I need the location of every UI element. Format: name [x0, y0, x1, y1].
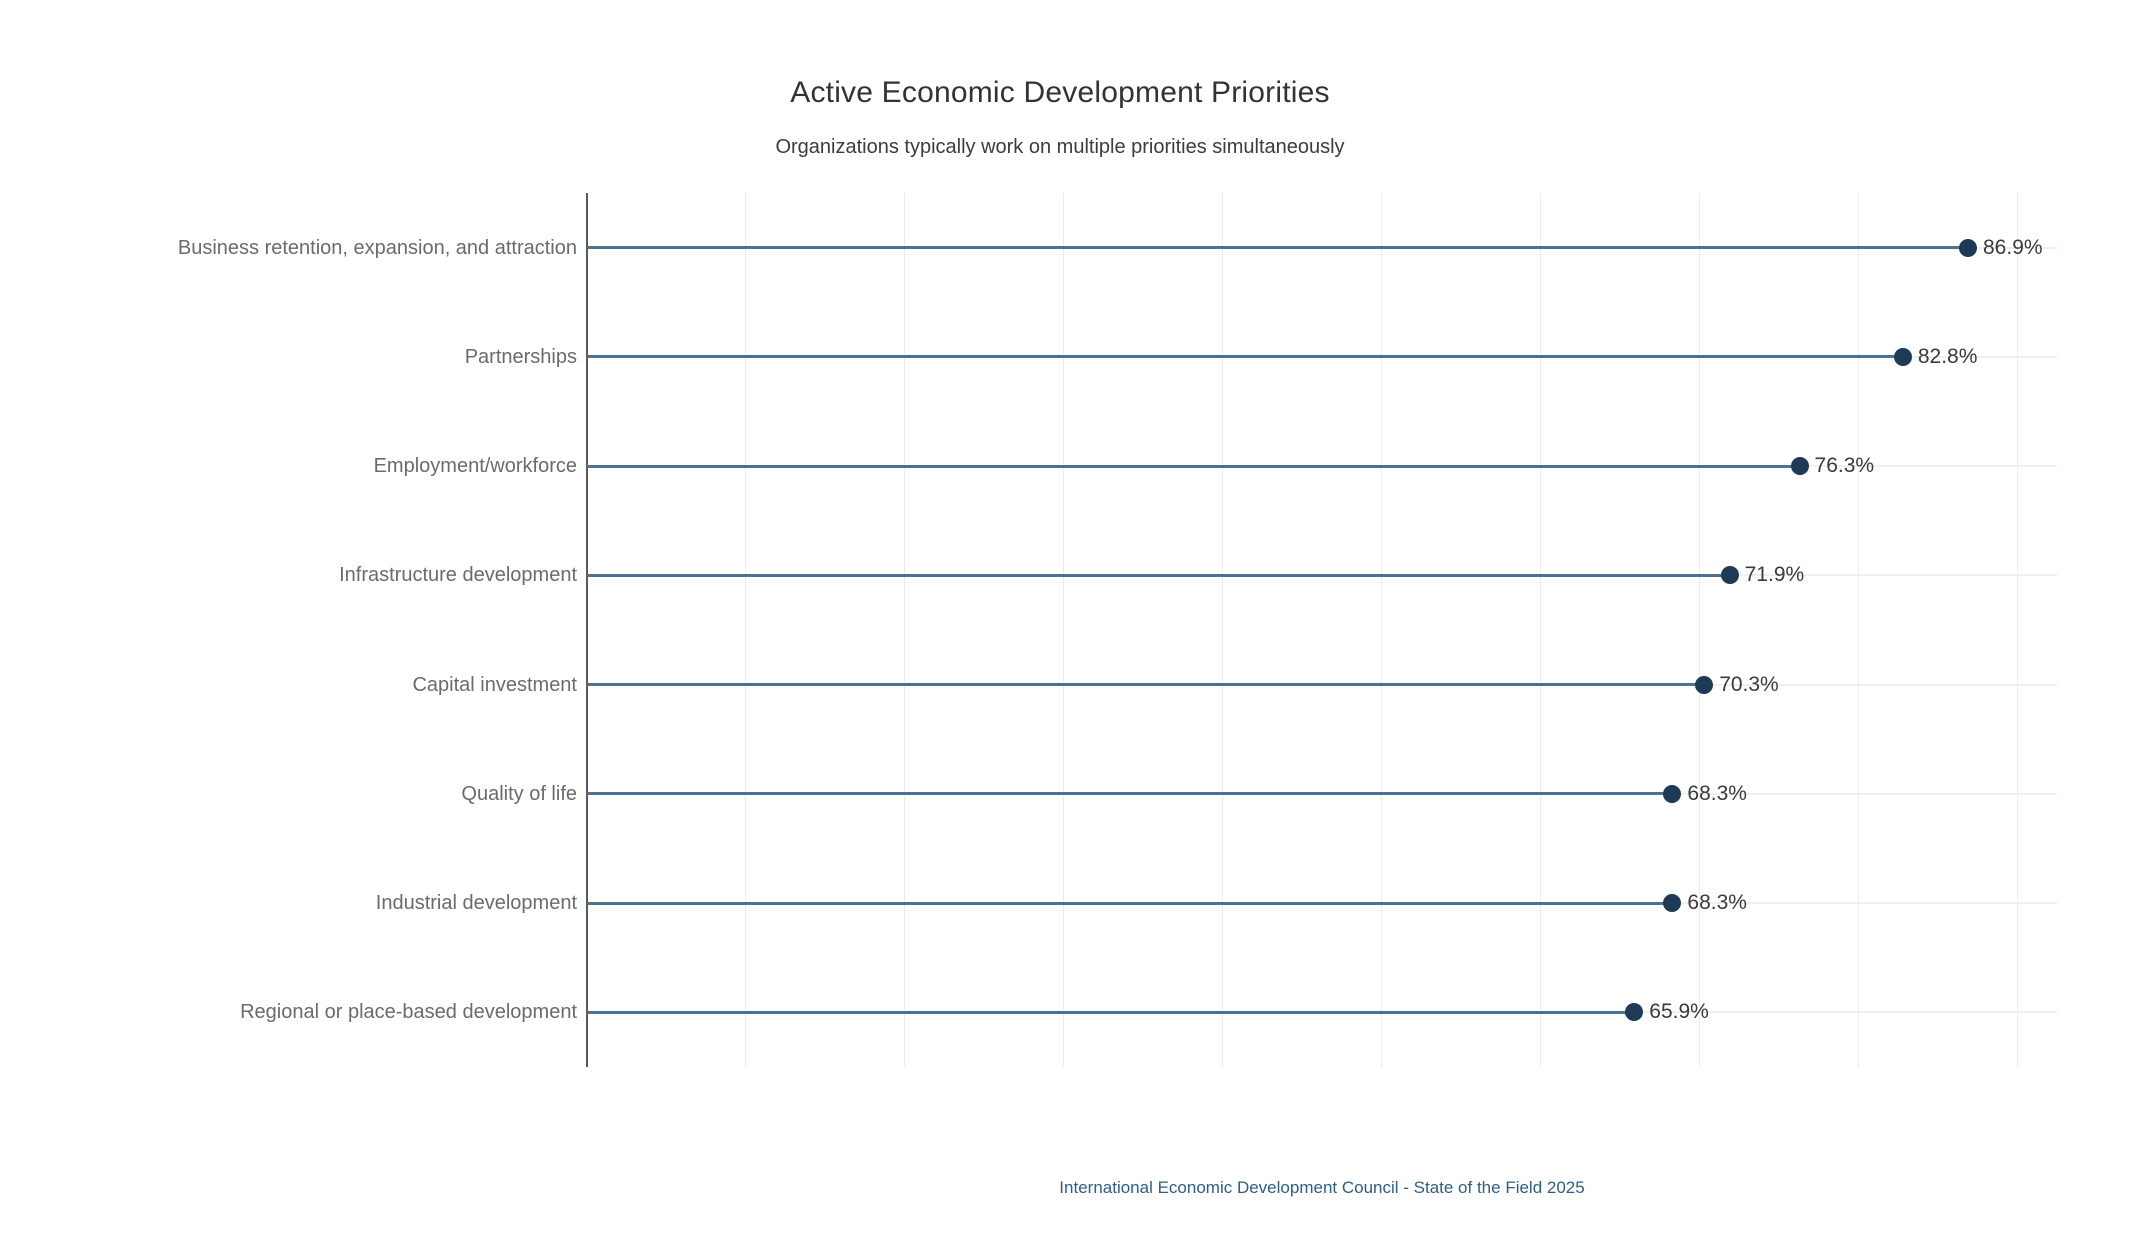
category-label: Quality of life	[461, 782, 577, 805]
data-point-dot	[1625, 1003, 1644, 1022]
vertical-gridline	[745, 193, 747, 1067]
y-axis-line	[586, 193, 588, 1067]
lollipop-stem	[587, 901, 1673, 905]
lollipop-stem	[587, 1010, 1635, 1014]
value-label: 65.9%	[1649, 1000, 1709, 1024]
data-point-dot	[1790, 457, 1809, 476]
vertical-gridline	[904, 193, 906, 1067]
lollipop-stem	[587, 246, 1968, 250]
vertical-gridline	[1698, 193, 1700, 1067]
vertical-gridline	[1063, 193, 1065, 1067]
category-label: Industrial development	[375, 892, 577, 915]
value-label: 68.3%	[1687, 781, 1747, 805]
vertical-gridline	[1381, 193, 1383, 1067]
chart-subtitle: Organizations typically work on multiple…	[775, 136, 1345, 158]
data-point-dot	[1893, 347, 1912, 366]
vertical-gridline	[1222, 193, 1224, 1067]
vertical-gridline	[2016, 193, 2018, 1067]
value-label: 82.8%	[1917, 344, 1978, 368]
source-caption: International Economic Development Counc…	[1059, 1178, 1585, 1197]
value-label: 70.3%	[1719, 672, 1779, 696]
value-label: 68.3%	[1687, 891, 1747, 915]
lollipop-stem	[587, 683, 1705, 687]
plot-area: 86.9% 82.8% 76.3% 71.9% 70.3% 68.3% 68.3% 65.9%	[587, 193, 2057, 1067]
data-point-dot	[1720, 566, 1739, 585]
category-label: Regional or place-based development	[240, 1001, 577, 1024]
vertical-gridline	[1540, 193, 1541, 1067]
lollipop-stem	[587, 573, 1730, 577]
category-label: Infrastructure development	[339, 564, 577, 587]
value-label: 76.3%	[1814, 454, 1875, 478]
data-point-dot	[1695, 675, 1714, 694]
data-point-dot	[1663, 784, 1682, 803]
value-label: 86.9%	[1983, 235, 2043, 259]
value-label: 71.9%	[1744, 563, 1805, 587]
category-label: Partnerships	[464, 345, 577, 368]
lollipop-stem	[587, 355, 1903, 359]
data-point-dot	[1663, 894, 1682, 913]
lollipop-stem	[587, 792, 1673, 796]
chart-title: Active Economic Development Priorities	[790, 76, 1330, 109]
category-label: Business retention, expansion, and attra…	[177, 236, 577, 259]
vertical-gridline	[1857, 193, 1859, 1067]
data-point-dot	[1959, 238, 1977, 257]
lollipop-stem	[587, 464, 1800, 468]
category-label: Capital investment	[412, 673, 577, 696]
category-label: Employment/workforce	[373, 455, 577, 478]
